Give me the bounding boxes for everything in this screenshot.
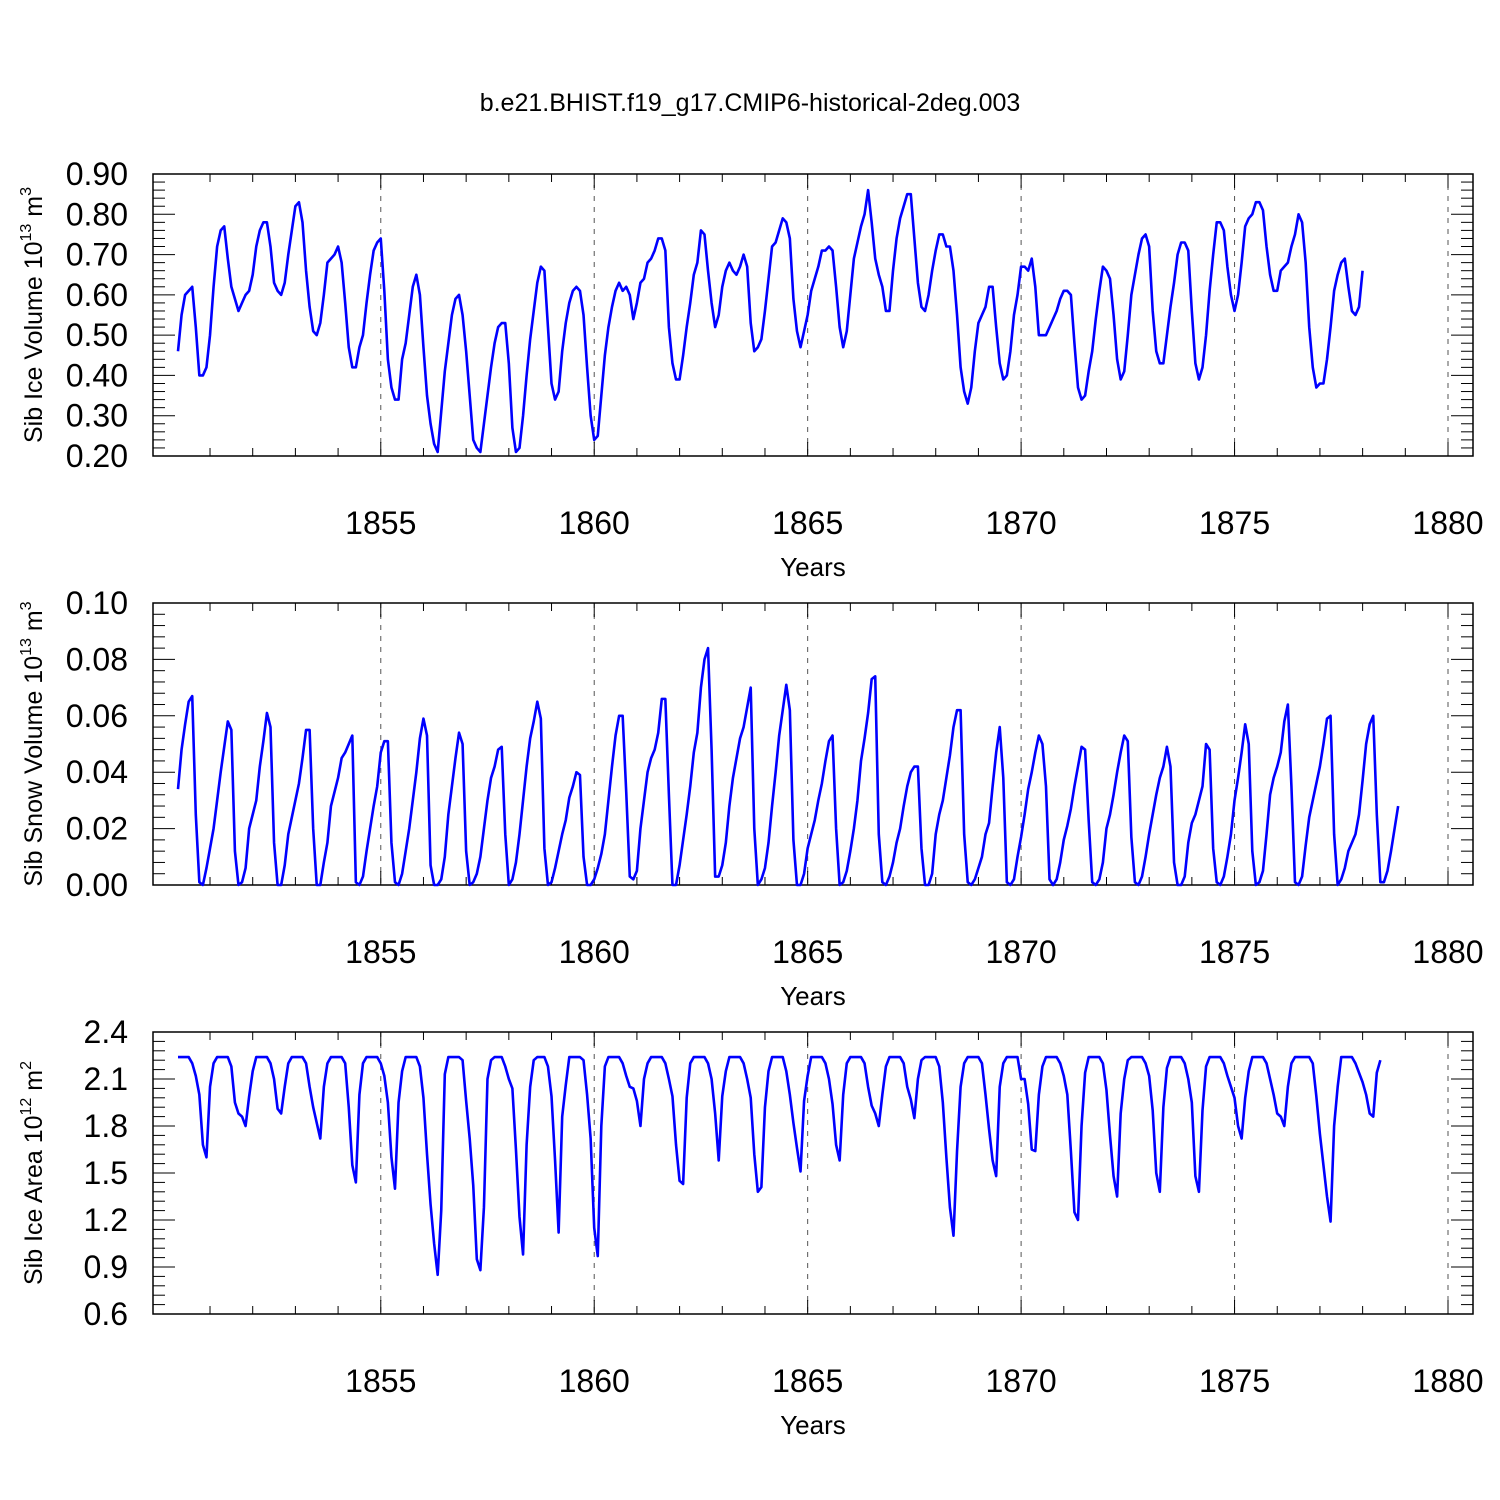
y-axis-label: Sib Snow Volume 1013 m3 [18, 601, 48, 886]
y-tick-label: 0.06 [66, 698, 128, 734]
x-tick-label: 1880 [1412, 1363, 1483, 1399]
series-line-ice-volume [176, 188, 1364, 454]
y-tick-label: 0.9 [84, 1249, 128, 1285]
y-tick-label: 0.30 [66, 398, 128, 434]
x-tick-label: 1875 [1199, 1363, 1270, 1399]
x-tick-label: 1870 [986, 1363, 1057, 1399]
x-tick-label: 1860 [559, 505, 630, 541]
x-tick-label: 1865 [772, 934, 843, 970]
x-tick-label: 1875 [1199, 505, 1270, 541]
y-tick-label: 0.50 [66, 317, 128, 353]
x-tick-label: 1880 [1412, 505, 1483, 541]
y-tick-label: 0.20 [66, 438, 128, 474]
x-axis-label: Years [780, 552, 846, 582]
y-tick-label: 2.1 [84, 1061, 128, 1097]
x-tick-label: 1865 [772, 1363, 843, 1399]
x-tick-label: 1875 [1199, 934, 1270, 970]
x-tick-label: 1860 [559, 1363, 630, 1399]
panel-snow-volume: 0.00 0.02 0.04 0.06 0.08 0.10 1855 1860 1865 1870… [18, 585, 1484, 1011]
x-tick-label: 1855 [345, 505, 416, 541]
x-tick-label: 1865 [772, 505, 843, 541]
y-tick-label: 0.08 [66, 641, 128, 677]
y-tick-label: 0.02 [66, 811, 128, 847]
y-tick-label: 1.8 [84, 1108, 128, 1144]
x-axis-label: Years [780, 981, 846, 1011]
series-line-ice-area [178, 1055, 1382, 1277]
x-tick-label: 1870 [986, 934, 1057, 970]
y-tick-label: 1.2 [84, 1202, 128, 1238]
y-tick-label: 0.70 [66, 237, 128, 273]
y-tick-label: 2.4 [84, 1014, 128, 1050]
y-tick-label: 0.90 [66, 156, 128, 192]
plot-frame [152, 173, 1474, 457]
panel-ice-area: 0.6 0.9 1.2 1.5 1.8 2.1 2.4 1855 1860 1865 1870 187… [18, 1014, 1484, 1440]
x-tick-label: 1870 [986, 505, 1057, 541]
y-tick-label: 0.00 [66, 867, 128, 903]
x-tick-label: 1855 [345, 1363, 416, 1399]
panel-ice-volume: 0.20 0.30 0.40 0.50 0.60 0.70 0.80 0.90 1855 1860… [18, 156, 1484, 582]
y-axis-label: Sib Ice Area 1012 m2 [18, 1061, 48, 1285]
y-tick-label: 1.5 [84, 1155, 128, 1191]
series-line-snow-volume [176, 646, 1400, 887]
y-axis-label: Sib Ice Volume 1013 m3 [18, 187, 48, 443]
x-axis-label: Years [780, 1410, 846, 1440]
x-tick-label: 1860 [559, 934, 630, 970]
x-tick-label: 1880 [1412, 934, 1483, 970]
y-tick-label: 0.04 [66, 754, 128, 790]
figure-title: b.e21.BHIST.f19_g17.CMIP6-historical-2de… [480, 89, 1021, 117]
y-tick-label: 0.6 [84, 1296, 128, 1332]
y-tick-label: 0.60 [66, 277, 128, 313]
plot-frame [152, 1031, 1474, 1315]
plot-frame [152, 602, 1474, 886]
x-tick-label: 1855 [345, 934, 416, 970]
y-tick-label: 0.40 [66, 357, 128, 393]
y-tick-label: 0.10 [66, 585, 128, 621]
y-tick-label: 0.80 [66, 196, 128, 232]
